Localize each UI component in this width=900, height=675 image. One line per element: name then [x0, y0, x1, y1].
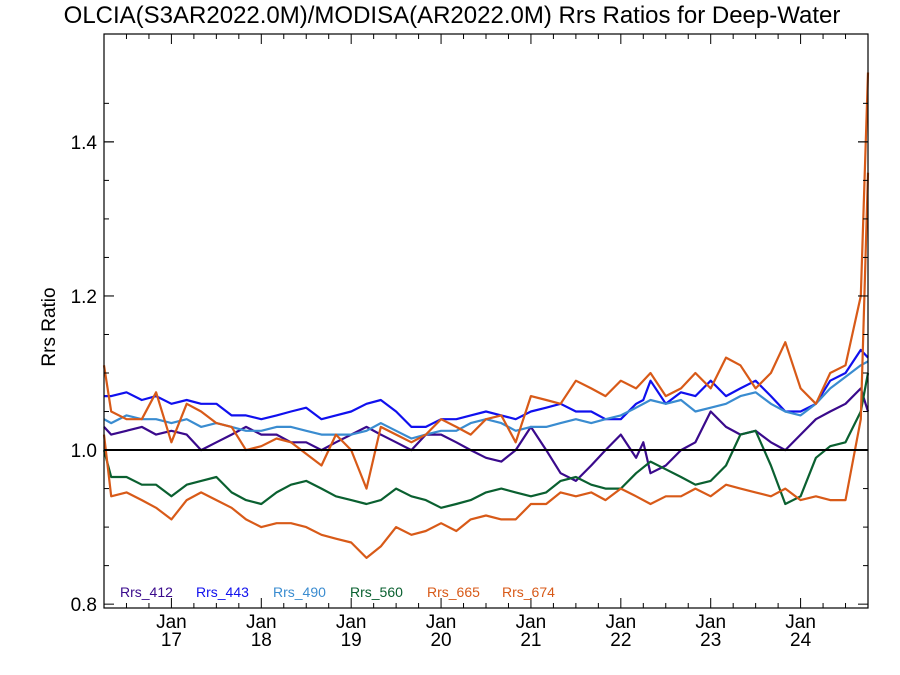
x-tick-label-month: Jan — [606, 612, 637, 633]
legend-entry-rrs-490: Rrs_490 — [273, 584, 326, 600]
legend-entry-rrs-665: Rrs_665 — [427, 584, 480, 600]
x-tick-label-month: Jan — [695, 612, 726, 633]
legend-entry-rrs-674: Rrs_674 — [502, 584, 555, 600]
x-tick-label-month: Jan — [785, 612, 816, 633]
legend-entry-rrs-412: Rrs_412 — [120, 584, 173, 600]
x-tick-label-month: Jan — [156, 612, 187, 633]
y-tick-label: 0.8 — [71, 595, 97, 616]
plot-frame — [103, 33, 869, 609]
x-tick-label-year: 20 — [430, 630, 451, 651]
series-line-rrs-560 — [102, 372, 870, 509]
y-tick-label: 1.4 — [71, 133, 98, 154]
x-tick-label-year: 24 — [790, 630, 812, 651]
y-tick-label: 1.2 — [71, 287, 97, 308]
x-tick-label-month: Jan — [516, 612, 547, 633]
x-tick-label-year: 23 — [700, 630, 721, 651]
chart-title: OLCIA(S3AR2022.0M)/MODISA(AR2022.0M) Rrs… — [64, 2, 841, 29]
x-tick-label-month: Jan — [426, 612, 457, 633]
x-tick-label-year: 17 — [161, 630, 182, 651]
x-tick-label-year: 18 — [251, 630, 272, 651]
x-tick-label-month: Jan — [246, 612, 277, 633]
y-axis-label: Rrs Ratio — [39, 287, 60, 366]
series-line-rrs-674 — [102, 172, 870, 559]
series-line-rrs-412 — [103, 387, 870, 482]
plot-area: 0.81.01.21.4Jan17Jan18Jan19Jan20Jan21Jan… — [71, 33, 870, 651]
legend-entry-rrs-443: Rrs_443 — [196, 584, 249, 600]
series-line-rrs-665 — [102, 72, 870, 490]
x-tick-label-year: 19 — [341, 630, 362, 651]
x-tick-label-year: 22 — [610, 630, 631, 651]
series-line-rrs-443 — [104, 348, 869, 428]
legend-entry-rrs-560: Rrs_560 — [350, 584, 403, 600]
x-tick-label-year: 21 — [520, 630, 541, 651]
x-tick-label-month: Jan — [336, 612, 367, 633]
series-line-rrs-490 — [103, 360, 869, 440]
y-tick-label: 1.0 — [71, 441, 97, 462]
